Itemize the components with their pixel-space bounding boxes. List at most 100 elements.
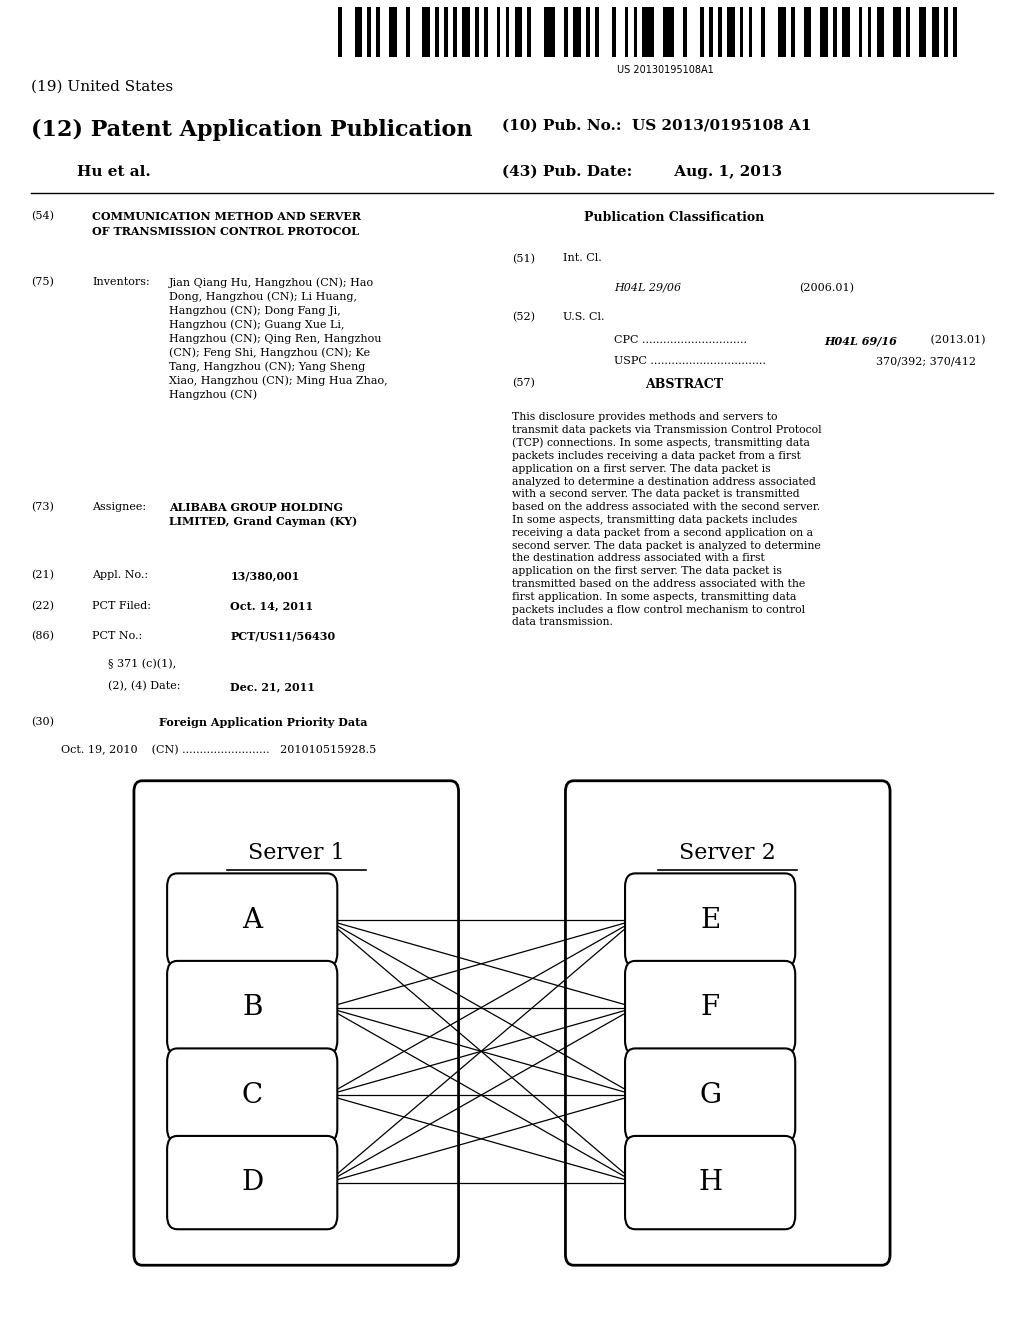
Bar	[475, 7, 478, 57]
Text: PCT No.:: PCT No.:	[92, 631, 142, 642]
Bar	[462, 7, 470, 57]
FancyBboxPatch shape	[625, 1048, 796, 1142]
Bar	[893, 7, 901, 57]
Text: (73): (73)	[31, 502, 53, 512]
Text: (51): (51)	[512, 253, 535, 264]
Text: H04L 29/06: H04L 29/06	[614, 282, 682, 293]
Bar	[749, 7, 753, 57]
Bar	[762, 7, 765, 57]
Text: Server 1: Server 1	[248, 842, 345, 865]
Text: Dec. 21, 2011: Dec. 21, 2011	[230, 681, 315, 692]
FancyBboxPatch shape	[625, 874, 796, 966]
Text: (2013.01): (2013.01)	[927, 335, 985, 346]
Bar	[514, 7, 522, 57]
Bar	[700, 7, 703, 57]
Bar	[858, 7, 862, 57]
Bar	[820, 7, 827, 57]
Bar	[877, 7, 884, 57]
FancyBboxPatch shape	[565, 780, 890, 1265]
Text: H: H	[698, 1170, 722, 1196]
Bar	[642, 7, 654, 57]
Bar	[544, 7, 555, 57]
Text: PCT/US11/56430: PCT/US11/56430	[230, 631, 336, 642]
Text: (12) Patent Application Publication: (12) Patent Application Publication	[31, 119, 472, 141]
Text: This disclosure provides methods and servers to
transmit data packets via Transm: This disclosure provides methods and ser…	[512, 412, 821, 627]
Bar	[718, 7, 722, 57]
Bar	[663, 7, 675, 57]
Bar	[804, 7, 811, 57]
Bar	[739, 7, 743, 57]
Text: Int. Cl.: Int. Cl.	[563, 253, 602, 264]
Bar	[953, 7, 957, 57]
Text: H04L 69/16: H04L 69/16	[824, 335, 897, 346]
Text: Inventors:: Inventors:	[92, 277, 150, 288]
Bar	[453, 7, 457, 57]
Text: Appl. No.:: Appl. No.:	[92, 570, 148, 581]
Text: Jian Qiang Hu, Hangzhou (CN); Hao
Dong, Hangzhou (CN); Li Huang,
Hangzhou (CN); : Jian Qiang Hu, Hangzhou (CN); Hao Dong, …	[169, 277, 388, 400]
Text: (2006.01): (2006.01)	[799, 282, 854, 293]
Text: (52): (52)	[512, 312, 535, 322]
Text: (2), (4) Date:: (2), (4) Date:	[108, 681, 180, 692]
Text: U.S. Cl.: U.S. Cl.	[563, 312, 605, 322]
Bar	[564, 7, 568, 57]
Text: Publication Classification: Publication Classification	[584, 211, 764, 224]
Bar	[634, 7, 637, 57]
Bar	[791, 7, 795, 57]
Bar	[625, 7, 629, 57]
Text: US 20130195108A1: US 20130195108A1	[617, 65, 714, 75]
Bar	[867, 7, 871, 57]
Bar	[422, 7, 430, 57]
Text: PCT Filed:: PCT Filed:	[92, 601, 152, 611]
Bar	[389, 7, 396, 57]
Text: E: E	[700, 907, 720, 933]
Bar	[338, 7, 342, 57]
FancyBboxPatch shape	[625, 1137, 796, 1229]
Bar	[376, 7, 380, 57]
Text: ABSTRACT: ABSTRACT	[645, 378, 723, 391]
Text: Oct. 19, 2010    (CN) .........................   201010515928.5: Oct. 19, 2010 (CN) .....................…	[61, 744, 377, 755]
Bar	[842, 7, 850, 57]
Text: ALIBABA GROUP HOLDING
LIMITED, Grand Cayman (KY): ALIBABA GROUP HOLDING LIMITED, Grand Cay…	[169, 502, 357, 527]
Text: F: F	[700, 994, 720, 1022]
Text: Assignee:: Assignee:	[92, 502, 146, 512]
FancyBboxPatch shape	[134, 780, 459, 1265]
FancyBboxPatch shape	[167, 1048, 337, 1142]
Bar	[444, 7, 447, 57]
Bar	[683, 7, 687, 57]
Text: (30): (30)	[31, 717, 53, 727]
Bar	[406, 7, 410, 57]
Text: G: G	[699, 1081, 721, 1109]
Text: (19) United States: (19) United States	[31, 79, 173, 94]
Text: B: B	[242, 994, 262, 1022]
Bar	[586, 7, 590, 57]
Bar	[506, 7, 509, 57]
Bar	[611, 7, 615, 57]
Bar	[483, 7, 487, 57]
Bar	[944, 7, 948, 57]
FancyBboxPatch shape	[167, 1137, 337, 1229]
Text: (86): (86)	[31, 631, 53, 642]
Text: D: D	[241, 1170, 263, 1196]
Bar	[435, 7, 439, 57]
Bar	[919, 7, 927, 57]
Text: Oct. 14, 2011: Oct. 14, 2011	[230, 601, 313, 611]
Bar	[368, 7, 371, 57]
Text: CPC ..............................: CPC ..............................	[614, 335, 748, 346]
Bar	[595, 7, 599, 57]
Bar	[906, 7, 909, 57]
Text: (43) Pub. Date:        Aug. 1, 2013: (43) Pub. Date: Aug. 1, 2013	[502, 165, 782, 180]
FancyBboxPatch shape	[167, 961, 337, 1055]
Text: 13/380,001: 13/380,001	[230, 570, 300, 581]
Text: (21): (21)	[31, 570, 53, 581]
Bar	[932, 7, 939, 57]
Bar	[497, 7, 501, 57]
Text: 370/392; 370/412: 370/392; 370/412	[876, 356, 976, 367]
FancyBboxPatch shape	[625, 961, 796, 1055]
Text: A: A	[242, 907, 262, 933]
Text: Server 2: Server 2	[679, 842, 776, 865]
Bar	[709, 7, 713, 57]
FancyBboxPatch shape	[167, 874, 337, 966]
Text: (10) Pub. No.:  US 2013/0195108 A1: (10) Pub. No.: US 2013/0195108 A1	[502, 119, 811, 133]
Text: (22): (22)	[31, 601, 53, 611]
Text: COMMUNICATION METHOD AND SERVER
OF TRANSMISSION CONTROL PROTOCOL: COMMUNICATION METHOD AND SERVER OF TRANS…	[92, 211, 361, 236]
